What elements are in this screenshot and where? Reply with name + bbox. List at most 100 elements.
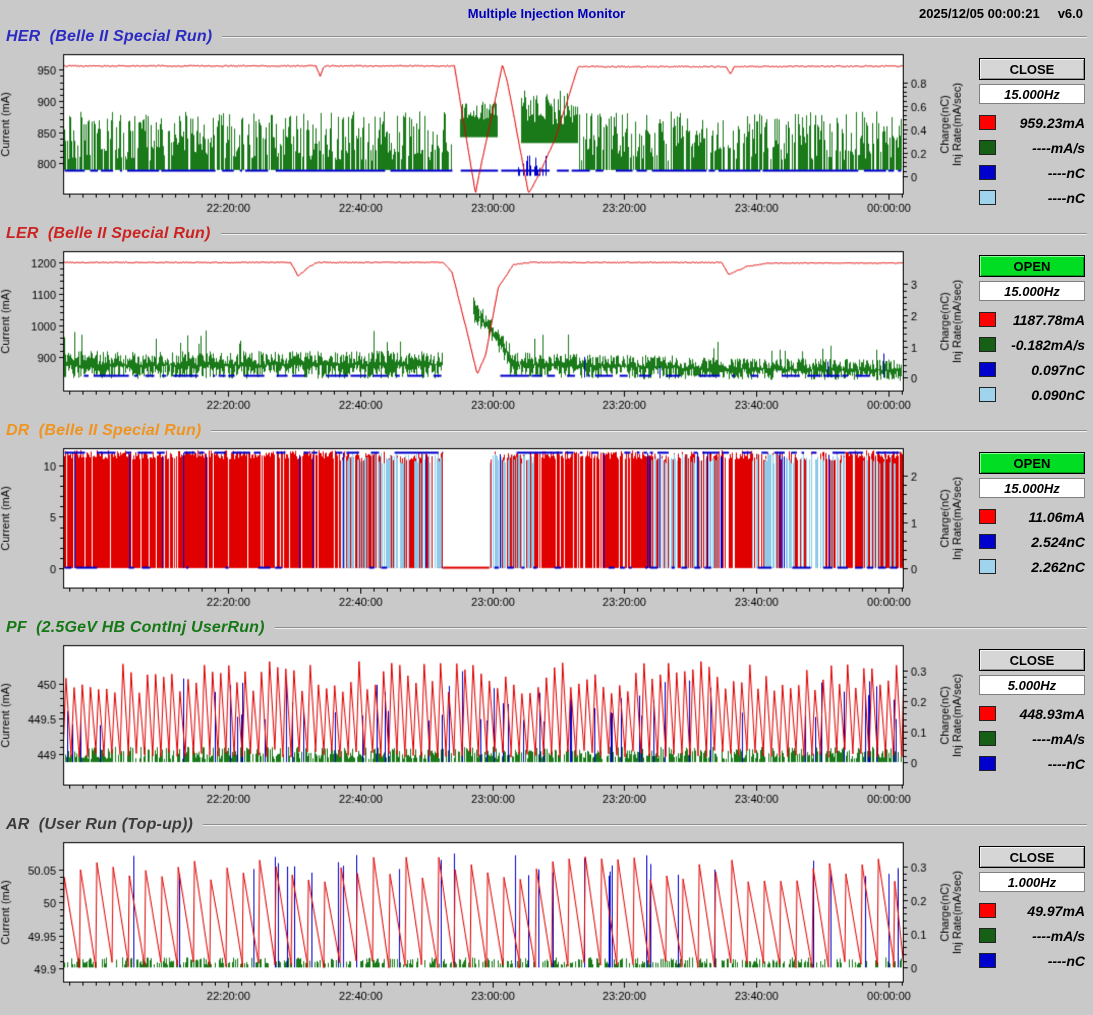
panel-title-row: AR (User Run (Top-up)) bbox=[0, 814, 1093, 836]
app-header: Multiple Injection Monitor 2025/12/05 00… bbox=[0, 0, 1093, 26]
legend-swatch-inj-rate bbox=[978, 928, 996, 943]
panel-AR: AR (User Run (Top-up)) CLOSE 1.000Hz 49.… bbox=[0, 814, 1093, 1011]
legend-value: 959.23mA bbox=[1019, 114, 1085, 131]
legend: 1187.78mA -0.182mA/s 0.097nC 0.090nC bbox=[978, 307, 1085, 407]
legend: 11.06mA 2.524nC 2.262nC bbox=[978, 504, 1085, 579]
injection-frequency-display: 15.000Hz bbox=[978, 84, 1085, 104]
legend-swatch-charge-1 bbox=[978, 362, 996, 377]
beam-shutter-status-HER[interactable]: CLOSE bbox=[978, 58, 1085, 80]
legend-value: 1187.78mA bbox=[1012, 311, 1085, 328]
control-column: CLOSE 5.000Hz 448.93mA ----mA/s ----nC bbox=[977, 639, 1093, 812]
timestamp: 2025/12/05 00:00:21 bbox=[918, 5, 1040, 21]
legend-value: 11.06mA bbox=[1028, 508, 1085, 525]
strip-chart-LER bbox=[0, 245, 977, 418]
injection-frequency-display: 15.000Hz bbox=[978, 478, 1085, 498]
panel-title-row: PF (2.5GeV HB ContInj UserRun) bbox=[0, 617, 1093, 639]
injection-frequency-display: 5.000Hz bbox=[978, 675, 1085, 695]
legend-value: ----nC bbox=[1047, 189, 1085, 206]
title-divider bbox=[274, 627, 1087, 629]
legend-row: ----mA/s bbox=[978, 135, 1085, 160]
legend-swatch-current bbox=[978, 903, 996, 918]
legend-swatch-current bbox=[978, 115, 996, 130]
beam-shutter-status-LER[interactable]: OPEN bbox=[978, 255, 1085, 277]
app-title: Multiple Injection Monitor bbox=[467, 5, 626, 21]
legend-swatch-current bbox=[978, 509, 996, 524]
injection-frequency-display: 1.000Hz bbox=[978, 872, 1085, 892]
control-column: CLOSE 1.000Hz 49.97mA ----mA/s ----nC bbox=[977, 836, 1093, 1009]
legend-row: 49.97mA bbox=[978, 898, 1085, 923]
legend-swatch-charge-1 bbox=[978, 953, 996, 968]
panel-body: OPEN 15.000Hz 1187.78mA -0.182mA/s 0.097… bbox=[0, 245, 1093, 418]
panel-title-row: LER (Belle II Special Run) bbox=[0, 223, 1093, 245]
legend: 448.93mA ----mA/s ----nC bbox=[978, 701, 1085, 776]
legend: 49.97mA ----mA/s ----nC bbox=[978, 898, 1085, 973]
strip-chart-DR bbox=[0, 442, 977, 615]
legend-swatch-inj-rate bbox=[978, 337, 996, 352]
legend-value: ----nC bbox=[1047, 755, 1085, 772]
legend-value: 49.97mA bbox=[1027, 902, 1085, 919]
control-column: CLOSE 15.000Hz 959.23mA ----mA/s ----nC … bbox=[977, 48, 1093, 221]
panel-body: CLOSE 1.000Hz 49.97mA ----mA/s ----nC bbox=[0, 836, 1093, 1009]
panel-title-row: HER (Belle II Special Run) bbox=[0, 26, 1093, 48]
legend-row: ----mA/s bbox=[978, 726, 1085, 751]
legend: 959.23mA ----mA/s ----nC ----nC bbox=[978, 110, 1085, 210]
legend-row: 0.097nC bbox=[978, 357, 1085, 382]
legend-value: 2.524nC bbox=[1031, 533, 1085, 550]
legend-swatch-charge-1 bbox=[978, 534, 996, 549]
legend-swatch-charge-2 bbox=[978, 190, 996, 205]
legend-row: -0.182mA/s bbox=[978, 332, 1085, 357]
legend-value: 448.93mA bbox=[1019, 705, 1085, 722]
legend-row: 1187.78mA bbox=[978, 307, 1085, 332]
legend-swatch-current bbox=[978, 706, 996, 721]
panel-title: HER (Belle II Special Run) bbox=[6, 28, 213, 45]
legend-value: ----nC bbox=[1047, 952, 1085, 969]
panel-title: AR (User Run (Top-up)) bbox=[6, 816, 194, 833]
panel-HER: HER (Belle II Special Run) CLOSE 15.000H… bbox=[0, 26, 1093, 223]
panel-title: LER (Belle II Special Run) bbox=[6, 225, 211, 242]
legend-row: ----mA/s bbox=[978, 923, 1085, 948]
legend-value: -0.182mA/s bbox=[1011, 336, 1085, 353]
beam-shutter-status-DR[interactable]: OPEN bbox=[978, 452, 1085, 474]
panel-DR: DR (Belle II Special Run) OPEN 15.000Hz … bbox=[0, 420, 1093, 617]
legend-row: ----nC bbox=[978, 160, 1085, 185]
panels-container: HER (Belle II Special Run) CLOSE 15.000H… bbox=[0, 26, 1093, 1011]
strip-chart-HER bbox=[0, 48, 977, 221]
panel-LER: LER (Belle II Special Run) OPEN 15.000Hz… bbox=[0, 223, 1093, 420]
legend-row: ----nC bbox=[978, 948, 1085, 973]
panel-body: CLOSE 5.000Hz 448.93mA ----mA/s ----nC bbox=[0, 639, 1093, 812]
control-column: OPEN 15.000Hz 11.06mA 2.524nC 2.262nC bbox=[977, 442, 1093, 615]
version-label: v6.0 bbox=[1057, 5, 1083, 21]
panel-title: PF (2.5GeV HB ContInj UserRun) bbox=[6, 619, 265, 636]
legend-value: 2.262nC bbox=[1031, 558, 1085, 575]
title-divider bbox=[222, 36, 1087, 38]
panel-PF: PF (2.5GeV HB ContInj UserRun) CLOSE 5.0… bbox=[0, 617, 1093, 814]
legend-row: ----nC bbox=[978, 185, 1085, 210]
legend-swatch-charge-2 bbox=[978, 559, 996, 574]
control-column: OPEN 15.000Hz 1187.78mA -0.182mA/s 0.097… bbox=[977, 245, 1093, 418]
legend-swatch-inj-rate bbox=[978, 731, 996, 746]
beam-shutter-status-PF[interactable]: CLOSE bbox=[978, 649, 1085, 671]
legend-value: 0.090nC bbox=[1031, 386, 1085, 403]
panel-title: DR (Belle II Special Run) bbox=[6, 422, 202, 439]
legend-row: 2.524nC bbox=[978, 529, 1085, 554]
legend-row: 0.090nC bbox=[978, 382, 1085, 407]
title-divider bbox=[211, 430, 1087, 432]
legend-value: 0.097nC bbox=[1031, 361, 1085, 378]
panel-title-row: DR (Belle II Special Run) bbox=[0, 420, 1093, 442]
legend-row: 448.93mA bbox=[978, 701, 1085, 726]
legend-row: 11.06mA bbox=[978, 504, 1085, 529]
legend-row: 959.23mA bbox=[978, 110, 1085, 135]
legend-row: 2.262nC bbox=[978, 554, 1085, 579]
legend-row: ----nC bbox=[978, 751, 1085, 776]
title-divider bbox=[220, 233, 1087, 235]
legend-swatch-current bbox=[978, 312, 996, 327]
beam-shutter-status-AR[interactable]: CLOSE bbox=[978, 846, 1085, 868]
legend-value: ----mA/s bbox=[1032, 927, 1085, 944]
legend-value: ----nC bbox=[1047, 164, 1085, 181]
title-divider bbox=[203, 824, 1087, 826]
panel-body: CLOSE 15.000Hz 959.23mA ----mA/s ----nC … bbox=[0, 48, 1093, 221]
strip-chart-AR bbox=[0, 836, 977, 1009]
panel-body: OPEN 15.000Hz 11.06mA 2.524nC 2.262nC bbox=[0, 442, 1093, 615]
header-datetime: 2025/12/05 00:00:21 v6.0 bbox=[919, 6, 1083, 21]
legend-swatch-charge-1 bbox=[978, 756, 996, 771]
